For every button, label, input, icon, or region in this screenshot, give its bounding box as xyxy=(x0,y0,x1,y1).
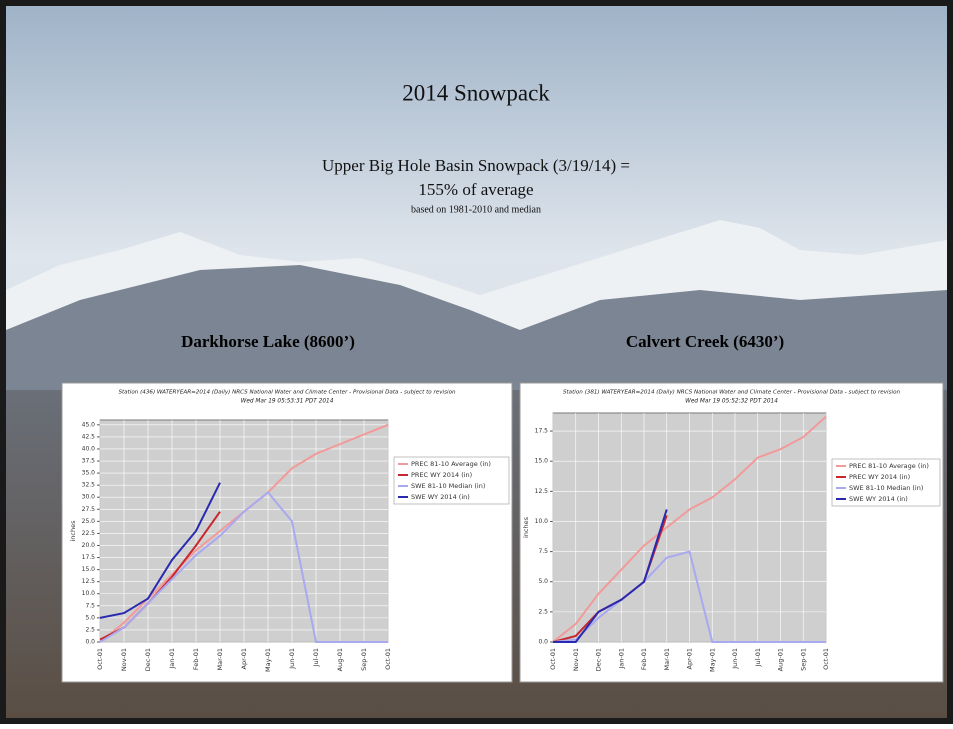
x-tick-label: Jul-01 xyxy=(754,648,762,667)
y-tick-label: 15.0 xyxy=(535,458,549,465)
station-label: Darkhorse Lake (8600’) xyxy=(181,332,355,351)
legend-label: PREC WY 2014 (in) xyxy=(849,473,910,481)
y-tick-label: 2.5 xyxy=(538,608,548,615)
x-tick-label: Jan-01 xyxy=(168,648,176,670)
y-tick-label: 12.5 xyxy=(82,578,96,585)
summary-note: based on 1981-2010 and median xyxy=(411,204,541,215)
chart: Station (381) WATERYEAR=2014 (Daily) NRC… xyxy=(520,383,943,682)
y-tick-label: 42.5 xyxy=(82,433,96,440)
legend-label: SWE 81-10 Median (in) xyxy=(849,484,923,492)
x-tick-label: Mar-01 xyxy=(216,648,224,670)
chart-subtitle: Wed Mar 19 05:52:32 PDT 2014 xyxy=(685,399,778,405)
x-tick-label: Jun-01 xyxy=(288,648,296,670)
y-tick-label: 35.0 xyxy=(82,470,96,477)
y-tick-label: 40.0 xyxy=(82,445,96,452)
y-tick-label: 5.0 xyxy=(85,614,95,621)
x-tick-label: Oct-01 xyxy=(549,648,557,670)
x-tick-label: Nov-01 xyxy=(120,648,128,671)
legend-label: SWE WY 2014 (in) xyxy=(411,493,470,501)
y-tick-label: 12.5 xyxy=(535,488,549,495)
x-tick-label: Aug-01 xyxy=(777,648,785,671)
legend-label: PREC WY 2014 (in) xyxy=(411,471,472,479)
summary-line: 155% of average xyxy=(418,180,533,199)
chart-title: Station (381) WATERYEAR=2014 (Daily) NRC… xyxy=(563,390,901,396)
y-tick-label: 32.5 xyxy=(82,482,96,489)
x-tick-label: Dec-01 xyxy=(595,648,603,671)
y-axis-label: inches xyxy=(69,520,77,542)
x-tick-label: Aug-01 xyxy=(336,648,344,671)
legend-label: SWE WY 2014 (in) xyxy=(849,495,908,503)
y-tick-label: 17.5 xyxy=(535,428,549,435)
chart-subtitle: Wed Mar 19 05:53:31 PDT 2014 xyxy=(241,399,334,405)
y-tick-label: 15.0 xyxy=(82,566,96,573)
slide-title: 2014 Snowpack xyxy=(402,80,550,105)
x-tick-label: Feb-01 xyxy=(192,648,200,670)
page: {"slide": {"title": "2014 Snowpack", "li… xyxy=(0,0,953,724)
station-label: Calvert Creek (6430’) xyxy=(626,332,784,351)
y-tick-label: 10.0 xyxy=(535,518,549,525)
y-tick-label: 27.5 xyxy=(82,506,96,513)
y-tick-label: 25.0 xyxy=(82,518,96,525)
slide: 2014 Snowpack Upper Big Hole Basin Snowp… xyxy=(0,0,953,724)
x-tick-label: Feb-01 xyxy=(640,648,648,670)
x-tick-label: Apr-01 xyxy=(686,648,694,669)
y-tick-label: 0.0 xyxy=(85,639,95,646)
x-tick-label: Jul-01 xyxy=(312,648,320,667)
y-tick-label: 20.0 xyxy=(82,542,96,549)
x-tick-label: Mar-01 xyxy=(663,648,671,670)
y-tick-label: 7.5 xyxy=(538,548,548,555)
x-tick-label: Dec-01 xyxy=(144,648,152,671)
x-tick-label: May-01 xyxy=(264,648,272,672)
y-tick-label: 22.5 xyxy=(82,530,96,537)
y-tick-label: 2.5 xyxy=(85,626,95,633)
x-tick-label: Nov-01 xyxy=(572,648,580,671)
summary-line: Upper Big Hole Basin Snowpack (3/19/14) … xyxy=(322,156,630,175)
x-tick-label: May-01 xyxy=(708,648,716,672)
y-axis-label: inches xyxy=(522,516,530,538)
y-tick-label: 45.0 xyxy=(82,421,96,428)
x-tick-label: Jan-01 xyxy=(617,648,625,670)
y-tick-label: 10.0 xyxy=(82,590,96,597)
x-tick-label: Jun-01 xyxy=(731,648,739,670)
y-tick-label: 0.0 xyxy=(538,639,548,646)
y-tick-label: 7.5 xyxy=(85,602,95,609)
x-tick-label: Apr-01 xyxy=(240,648,248,669)
y-tick-label: 17.5 xyxy=(82,554,96,561)
legend-label: PREC 81-10 Average (in) xyxy=(849,462,929,470)
x-tick-label: Sep-01 xyxy=(799,648,807,671)
x-tick-label: Oct-01 xyxy=(384,648,392,670)
y-tick-label: 37.5 xyxy=(82,458,96,465)
x-tick-label: Oct-01 xyxy=(96,648,104,670)
y-tick-label: 30.0 xyxy=(82,494,96,501)
legend-label: SWE 81-10 Median (in) xyxy=(411,482,485,490)
legend-label: PREC 81-10 Average (in) xyxy=(411,460,491,468)
chart-title: Station (436) WATERYEAR=2014 (Daily) NRC… xyxy=(118,390,456,396)
y-tick-label: 5.0 xyxy=(538,578,548,585)
x-tick-label: Sep-01 xyxy=(360,648,368,671)
x-tick-label: Oct-01 xyxy=(822,648,830,670)
chart: Station (436) WATERYEAR=2014 (Daily) NRC… xyxy=(62,383,512,682)
